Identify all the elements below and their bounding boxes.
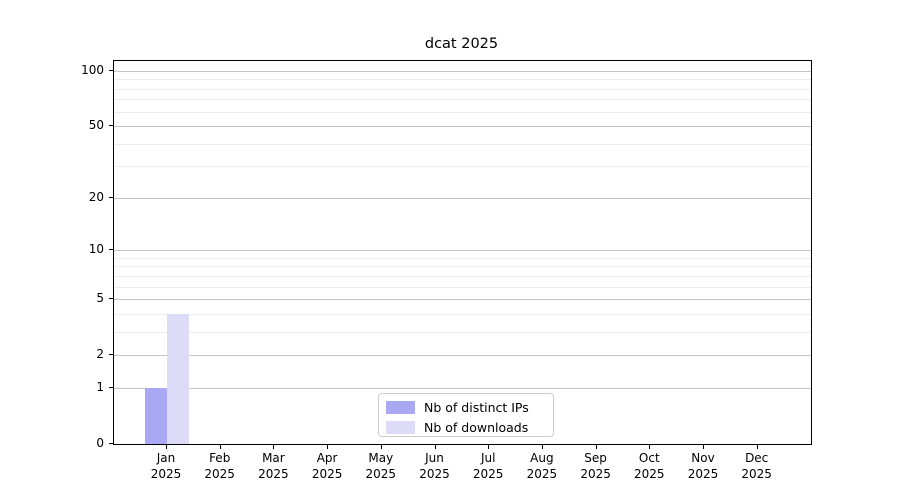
y-axis-tick — [109, 249, 113, 251]
gridline-minor — [114, 166, 811, 168]
gridline-minor — [114, 331, 811, 333]
x-axis-tick — [541, 445, 543, 449]
x-tick-label: Aug 2025 — [526, 451, 558, 481]
gridline-major — [114, 70, 811, 72]
y-axis-tick — [109, 298, 113, 300]
x-tick-label: Apr 2025 — [311, 451, 343, 481]
legend: Nb of distinct IPs Nb of downloads — [378, 393, 554, 437]
x-tick-label: Oct 2025 — [634, 451, 665, 481]
x-tick-label: Nov 2025 — [687, 451, 719, 481]
x-axis-tick — [273, 445, 275, 449]
gridline-major — [114, 197, 811, 199]
gridline-minor — [114, 111, 811, 113]
x-axis-tick — [756, 445, 758, 449]
y-tick-label: 1 — [96, 379, 104, 394]
legend-entry-downloads: Nb of downloads — [386, 418, 545, 436]
gridline-minor — [114, 257, 811, 259]
y-tick-label: 20 — [88, 189, 104, 204]
bar-distinct-ips-jan — [145, 387, 167, 444]
gridline-minor — [114, 275, 811, 277]
x-tick-label: Jul 2025 — [472, 451, 504, 481]
gridline-major — [114, 387, 811, 389]
plot-area — [113, 60, 812, 445]
x-tick-label: Dec 2025 — [741, 451, 772, 481]
y-axis-tick — [109, 196, 113, 198]
gridline-minor — [114, 266, 811, 268]
legend-swatch-distinct-ips — [386, 400, 415, 414]
legend-entry-distinct-ips: Nb of distinct IPs — [386, 398, 545, 416]
gridline-major — [114, 355, 811, 357]
gridline-major — [114, 250, 811, 252]
y-tick-label: 100 — [81, 62, 104, 77]
y-tick-label: 10 — [88, 242, 104, 257]
y-tick-label: 0 — [96, 436, 104, 450]
x-tick-label: Feb 2025 — [204, 451, 235, 481]
x-tick-label: Jan 2025 — [150, 451, 182, 481]
y-axis-tick — [109, 69, 113, 71]
y-tick-label: 2 — [96, 347, 104, 362]
gridline-minor — [114, 88, 811, 90]
gridline-major — [114, 126, 811, 127]
gridline-major — [114, 299, 811, 301]
x-tick-label: May 2025 — [365, 451, 397, 481]
x-axis-tick — [703, 445, 704, 449]
y-tick-label: 5 — [96, 291, 104, 306]
y-axis-tick — [109, 443, 113, 444]
y-axis-tick — [109, 386, 113, 388]
x-axis-tick — [380, 445, 382, 449]
chart-title: dcat 2025 — [424, 36, 499, 52]
gridline-minor — [114, 313, 811, 315]
x-tick-label: Sep 2025 — [580, 451, 611, 481]
x-axis-tick — [488, 445, 490, 449]
gridline-minor — [114, 143, 811, 145]
x-axis-tick — [166, 445, 167, 449]
gridline-minor — [114, 99, 811, 101]
y-axis-tick — [109, 125, 113, 126]
x-tick-label: Jun 2025 — [419, 451, 450, 481]
x-tick-label: Mar 2025 — [258, 451, 289, 481]
legend-label-distinct-ips: Nb of distinct IPs — [424, 399, 529, 415]
y-axis-tick — [109, 354, 113, 356]
x-axis-tick — [434, 445, 436, 449]
legend-swatch-downloads — [386, 420, 415, 434]
x-axis-tick — [219, 445, 221, 449]
legend-label-downloads: Nb of downloads — [424, 419, 529, 435]
gridline-minor — [114, 286, 811, 288]
gridline-minor — [114, 79, 811, 81]
bar-downloads-jan — [167, 313, 189, 444]
y-tick-label: 50 — [88, 118, 104, 132]
x-axis-tick — [327, 445, 329, 449]
x-axis-tick — [595, 445, 597, 449]
x-axis-tick — [649, 445, 651, 449]
